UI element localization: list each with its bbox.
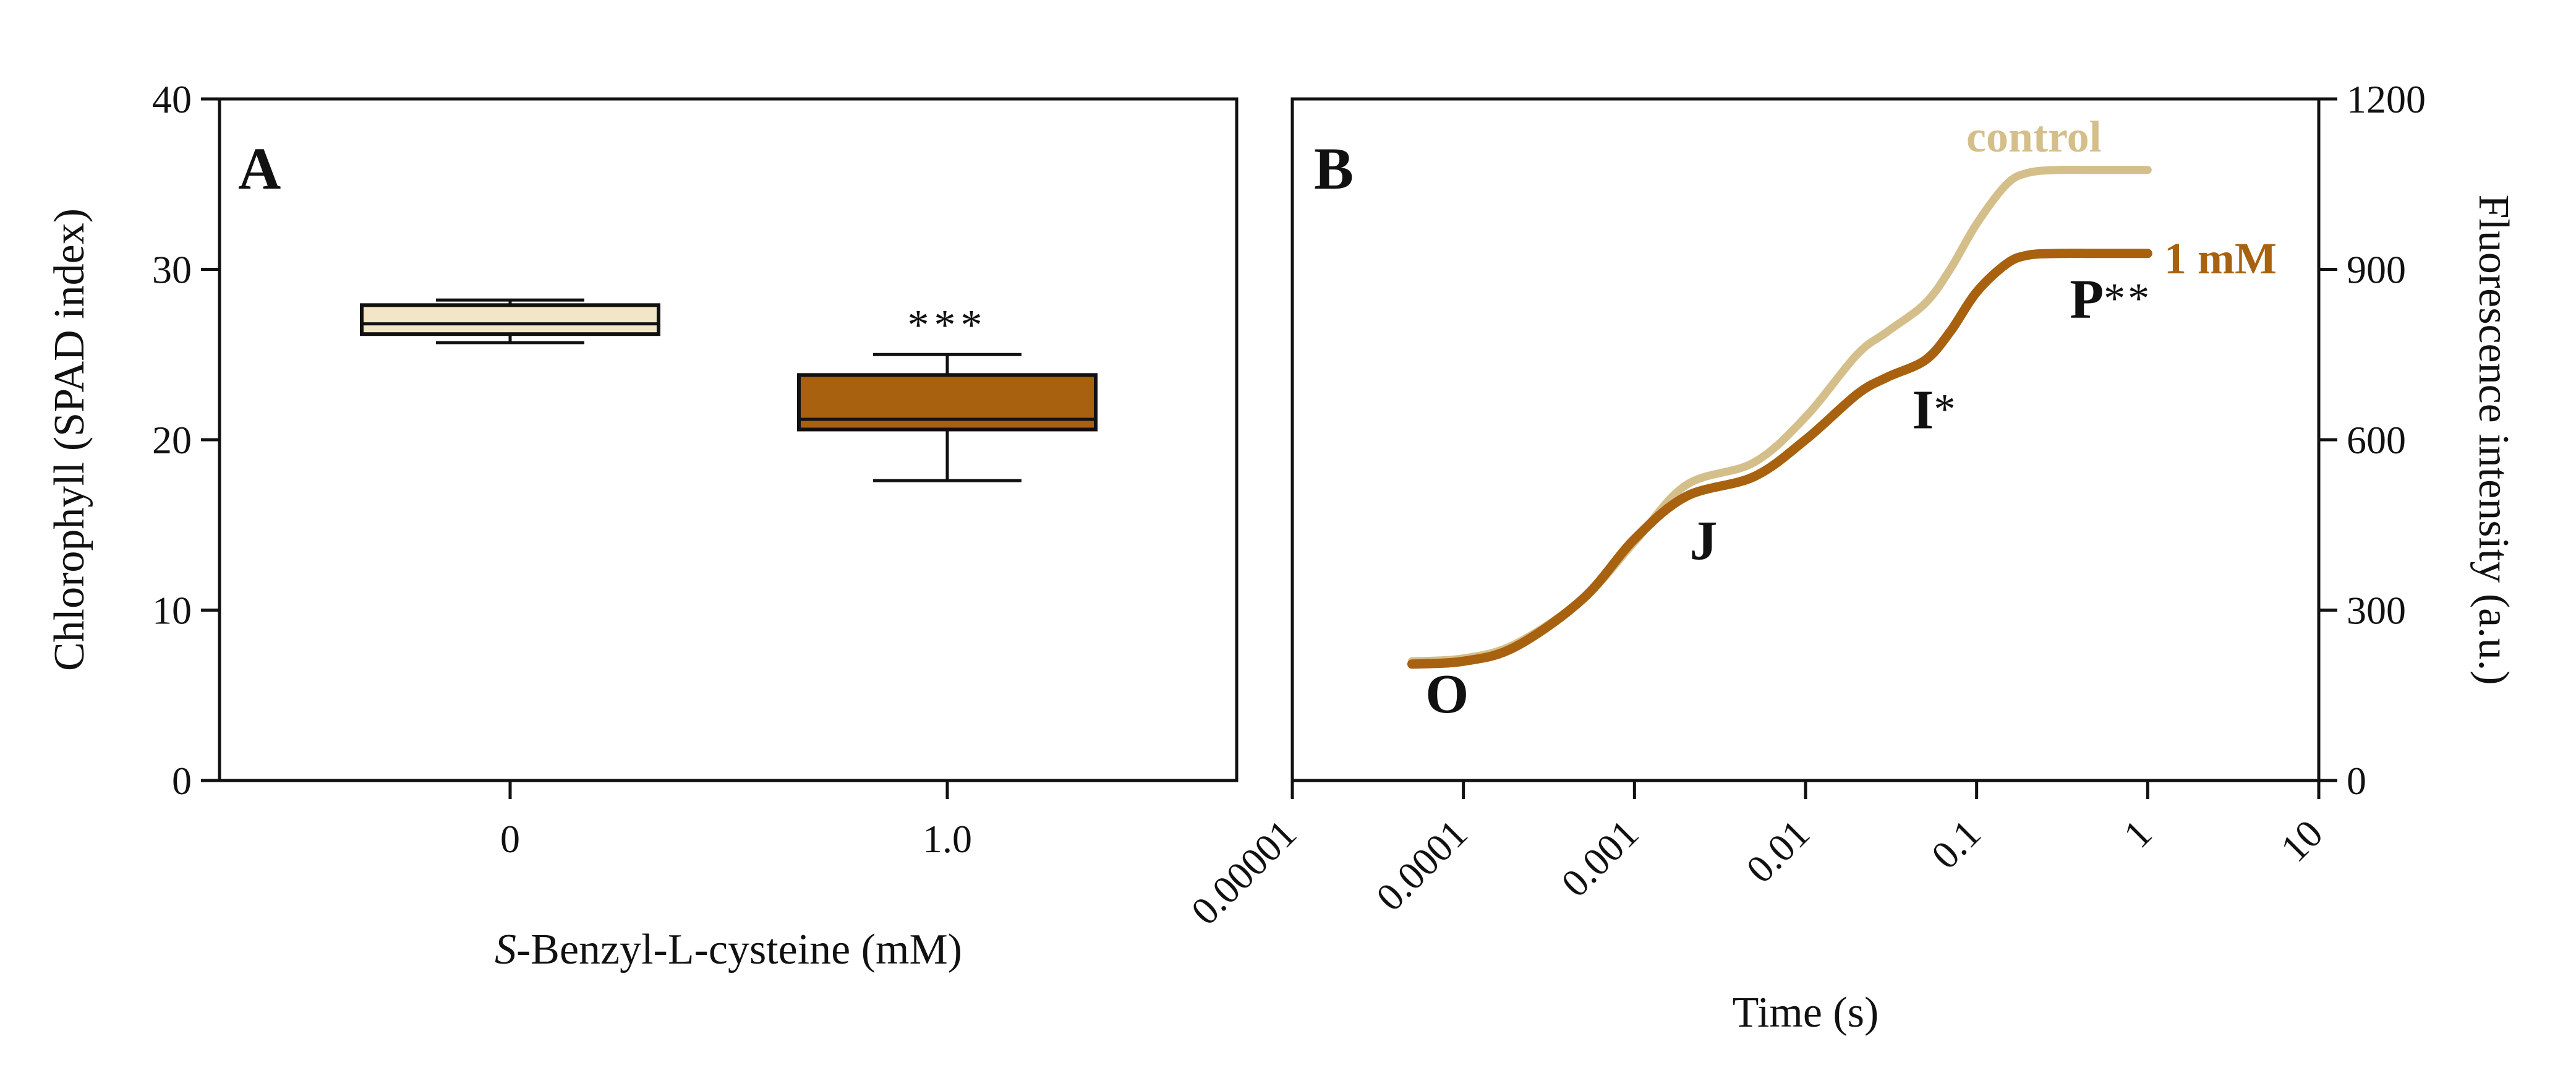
panel-b-y-tick-label: 0 bbox=[2347, 759, 2366, 803]
panel-b-series bbox=[1407, 165, 2152, 669]
panel-b-y-tick-label: 600 bbox=[2347, 418, 2406, 462]
panel-a-x-axis-title-rest: -Benzyl-L-cysteine (mM) bbox=[516, 926, 962, 973]
panel-a-y-tick-label: 0 bbox=[172, 759, 192, 803]
panel-b-letter: B bbox=[1314, 135, 1354, 202]
panel-b-y-axis-title: Fluorescence intensity (a.u.) bbox=[2470, 194, 2517, 685]
panel-b: 0 300 600 900 1200 0.00001 0.0001 0.001 0.01 0.1… bbox=[1183, 77, 2517, 1037]
ojip-significance: ** bbox=[2104, 275, 2152, 323]
panel-b-y-tick-label: 300 bbox=[2347, 589, 2406, 633]
panel-a-y-tick-label: 40 bbox=[152, 77, 192, 121]
ojip-label-o: O bbox=[1425, 664, 1469, 725]
panel-a-x-axis-title-italic: S bbox=[495, 926, 516, 973]
panel-a-y-tick-label: 30 bbox=[152, 248, 192, 292]
panel-a-x-tick-label: 1.0 bbox=[923, 817, 972, 861]
panel-b-series-label-1mm: 1 mM bbox=[2164, 234, 2277, 283]
panel-b-y-tick-label: 1200 bbox=[2347, 77, 2426, 121]
panel-b-y-tick-label: 900 bbox=[2347, 248, 2406, 292]
box-treated: *** bbox=[797, 301, 1098, 482]
panel-a-x-axis: 0 1.0 bbox=[500, 781, 972, 861]
panel-b-x-axis: 0.00001 0.0001 0.001 0.01 0.1 1 10 bbox=[1183, 781, 2331, 933]
panel-b-series-label-control: control bbox=[1966, 112, 2102, 161]
box-control bbox=[360, 298, 660, 344]
ojip-label-p: P** bbox=[2070, 269, 2152, 330]
series-line-control bbox=[1407, 165, 2152, 665]
panel-a-y-axis: 0 10 20 30 40 bbox=[152, 77, 220, 803]
ojip-label-i: I* bbox=[1912, 380, 1958, 441]
panel-a-y-tick-label: 10 bbox=[152, 589, 192, 633]
panel-a-letter: A bbox=[238, 135, 281, 202]
panel-b-x-tick-label: 10 bbox=[2272, 811, 2331, 870]
panel-b-x-tick-label: 0.0001 bbox=[1368, 811, 1476, 920]
panel-b-x-tick-label: 1 bbox=[2115, 811, 2160, 857]
panel-b-x-tick-label: 0.1 bbox=[1923, 811, 1989, 878]
panel-b-y-axis: 0 300 600 900 1200 bbox=[2319, 77, 2426, 803]
panel-b-x-axis-title: Time (s) bbox=[1733, 989, 1879, 1037]
panel-a-frame bbox=[218, 97, 1239, 782]
panel-a-x-tick-label: 0 bbox=[500, 817, 520, 861]
box-iqr bbox=[360, 303, 660, 336]
panel-b-x-tick-label: 0.00001 bbox=[1183, 811, 1305, 933]
panel-a-boxes: *** bbox=[360, 298, 1098, 482]
series-line-1mm bbox=[1407, 249, 2152, 669]
panel-a-y-tick-label: 20 bbox=[152, 418, 192, 462]
ojip-label-j: J bbox=[1689, 510, 1717, 571]
box-iqr bbox=[797, 373, 1098, 432]
panel-b-x-tick-label: 0.001 bbox=[1553, 811, 1647, 905]
ojip-significance: * bbox=[1934, 386, 1958, 434]
panel-b-x-tick-label: 0.01 bbox=[1738, 811, 1817, 891]
panel-a-y-axis-title: Chlorophyll (SPAD index) bbox=[46, 208, 93, 671]
panel-a-x-axis-title: S-Benzyl-L-cysteine (mM) bbox=[495, 926, 962, 973]
box-significance: *** bbox=[908, 301, 987, 349]
panel-b-annotations: O J I* P** bbox=[1425, 269, 2152, 725]
